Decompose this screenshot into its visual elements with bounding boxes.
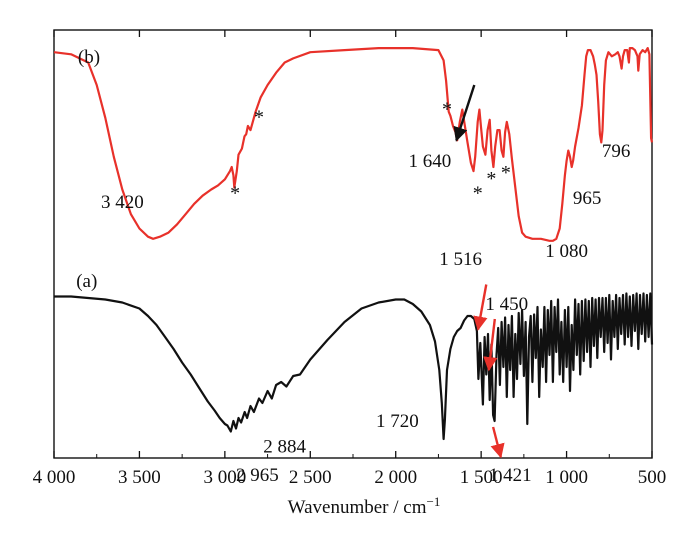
peak-label: 965 <box>573 188 602 209</box>
peak-label: 1 080 <box>545 241 588 262</box>
x-tick-label: 500 <box>638 467 667 488</box>
x-tick-label: 1 500 <box>460 467 503 488</box>
annotation-arrow <box>490 426 505 459</box>
x-axis-title: Wavenumber / cm−1 <box>288 494 441 519</box>
x-tick-label: 1 000 <box>545 467 588 488</box>
peak-label: 2 965 <box>236 465 279 486</box>
annotation-arrow <box>483 318 498 372</box>
asterisk-marker: * <box>501 162 511 184</box>
series-layer <box>53 47 654 441</box>
asterisk-marker: * <box>486 168 496 190</box>
series-b-label: (b) <box>78 47 100 68</box>
peak-label: 1 720 <box>376 411 419 432</box>
peak-label: 796 <box>602 141 631 162</box>
series-a-label: (a) <box>76 271 97 292</box>
asterisk-marker: * <box>254 107 264 129</box>
peak-label: 1 640 <box>409 151 452 172</box>
x-tick-label: 3 000 <box>203 467 246 488</box>
peak-label: 3 420 <box>101 192 144 213</box>
peak-label: 2 884 <box>263 437 306 458</box>
peak-label: 1 516 <box>439 249 482 270</box>
x-axis-ticks <box>53 30 653 458</box>
asterisk-marker: * <box>473 183 483 205</box>
asterisk-marker: * <box>442 98 452 120</box>
x-tick-label: 2 500 <box>289 467 332 488</box>
peak-label: 1 450 <box>485 294 528 315</box>
annotation-layer: (b) (a) 3 420 1 640 965 796 1 080 1 516 1 450 1 7… <box>76 47 630 486</box>
x-tick-label: 3 500 <box>118 467 161 488</box>
x-tick-label: 4 000 <box>33 467 76 488</box>
asterisk-marker: * <box>230 183 240 205</box>
annotation-arrow <box>453 84 476 142</box>
peak-label: 1 421 <box>489 465 532 486</box>
series-b-line <box>53 47 654 242</box>
x-axis-tick-labels: 4 000 3 500 3 000 2 500 2 000 1 500 1 000 500 <box>33 467 667 488</box>
series-a-line <box>54 292 654 441</box>
x-tick-label: 2 000 <box>374 467 417 488</box>
annotation-arrow <box>473 284 488 331</box>
